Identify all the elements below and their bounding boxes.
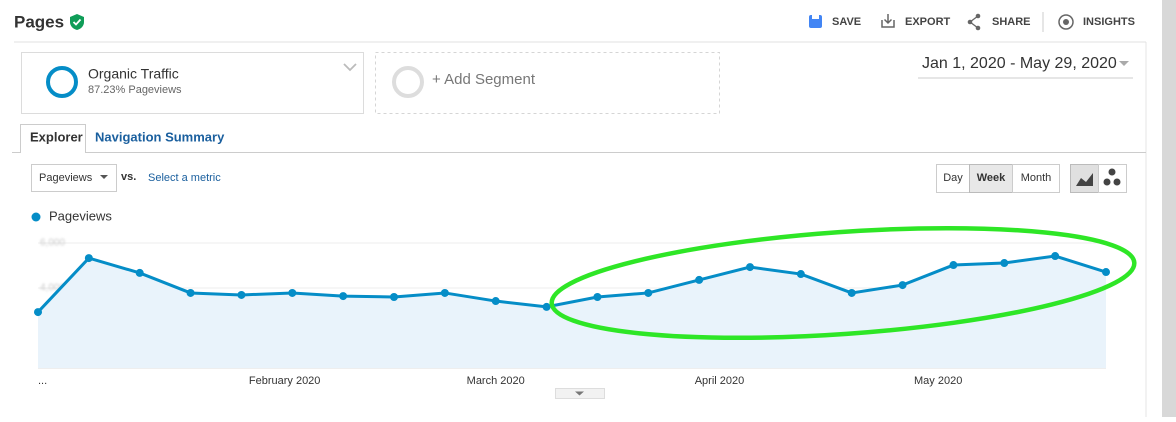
segment-donut <box>46 66 78 98</box>
segment-card[interactable] <box>21 52 364 114</box>
data-point <box>339 292 348 301</box>
series-line <box>36 254 1107 314</box>
metric-selected: Pageviews <box>39 172 93 184</box>
insights-button[interactable]: INSIGHTS <box>1058 14 1135 30</box>
line-chart-icon <box>1076 173 1093 186</box>
data-point <box>949 261 958 270</box>
data-point <box>288 288 297 297</box>
add-segment-label: + Add Segment <box>432 71 536 88</box>
share-icon <box>968 15 979 29</box>
date-range[interactable]: Jan 1, 2020 - May 29, 2020 <box>922 55 1117 72</box>
page-title: Pages <box>14 12 64 31</box>
data-point <box>746 263 754 272</box>
data-point <box>593 293 602 301</box>
data-point <box>1000 259 1009 268</box>
week-button[interactable] <box>969 164 1013 193</box>
motion-chart-icon <box>1108 168 1116 176</box>
day-button[interactable] <box>936 164 970 193</box>
month-label: Month <box>1021 172 1052 184</box>
line-chart-button[interactable] <box>1070 164 1099 193</box>
data-point <box>847 288 856 297</box>
share-button[interactable]: SHARE <box>967 13 1031 31</box>
date-dropdown-arrow[interactable] <box>1119 61 1129 66</box>
export-icon <box>881 14 895 28</box>
highlight-ellipse <box>549 225 1137 341</box>
data-point <box>1051 252 1060 261</box>
select-metric-link[interactable]: Select a metric <box>148 172 221 184</box>
data-point <box>186 288 195 297</box>
segment-detail: 87.23% Pageviews <box>88 84 182 96</box>
check <box>72 18 82 26</box>
data-point <box>440 288 449 297</box>
data-point <box>542 302 551 311</box>
y-tick-label: 4,000 <box>40 283 65 294</box>
x-tick-label: ... <box>38 375 47 387</box>
share-label: SHARE <box>992 16 1031 28</box>
save-icon-part <box>812 15 819 19</box>
data-point <box>898 281 907 290</box>
export-label: EXPORT <box>905 16 951 28</box>
data-point <box>491 297 500 306</box>
data-point <box>34 308 42 317</box>
scrollbar[interactable] <box>1162 0 1176 417</box>
segment-chevron[interactable] <box>343 63 357 72</box>
tab-navigation-summary[interactable]: Navigation Summary <box>95 129 225 144</box>
motion-chart-icon <box>1103 178 1111 186</box>
x-tick-label: April 2020 <box>695 375 745 387</box>
data-point <box>135 268 144 277</box>
metric-arrow <box>100 175 108 179</box>
x-tick-label: May 2020 <box>914 375 962 387</box>
segment-name: Organic Traffic <box>88 66 179 82</box>
metric-dropdown[interactable] <box>31 164 117 192</box>
legend-marker <box>31 212 41 222</box>
verified-icon <box>70 14 84 30</box>
month-button[interactable] <box>1012 164 1060 193</box>
x-tick-label: March 2020 <box>467 375 525 387</box>
data-point <box>390 293 398 301</box>
add-segment-circle <box>392 66 424 98</box>
add-segment-card[interactable] <box>375 52 720 114</box>
motion-chart-icon <box>1113 178 1121 186</box>
tab-explorer[interactable]: Explorer <box>30 129 83 144</box>
insights-label: INSIGHTS <box>1083 16 1135 28</box>
series-area <box>38 256 1106 368</box>
data-point <box>237 290 246 299</box>
data-point <box>796 270 805 279</box>
collapse-arrow <box>575 391 584 396</box>
tab-active[interactable] <box>20 124 86 153</box>
data-point <box>695 275 704 284</box>
export-button[interactable]: EXPORT <box>881 14 951 28</box>
data-point <box>1102 268 1110 277</box>
legend-label: Pageviews <box>49 208 112 223</box>
insights-icon <box>1058 14 1074 30</box>
insights-icon <box>1063 19 1069 25</box>
save-label: SAVE <box>832 16 861 28</box>
data-point <box>644 288 653 297</box>
metric-vs: vs. <box>121 171 136 183</box>
save-button[interactable]: SAVE <box>809 15 861 28</box>
week-label: Week <box>977 172 1006 184</box>
day-label: Day <box>943 172 963 184</box>
y-tick-label: 6,000 <box>40 238 65 249</box>
x-tick-label: February 2020 <box>249 375 321 387</box>
data-point <box>84 254 93 263</box>
